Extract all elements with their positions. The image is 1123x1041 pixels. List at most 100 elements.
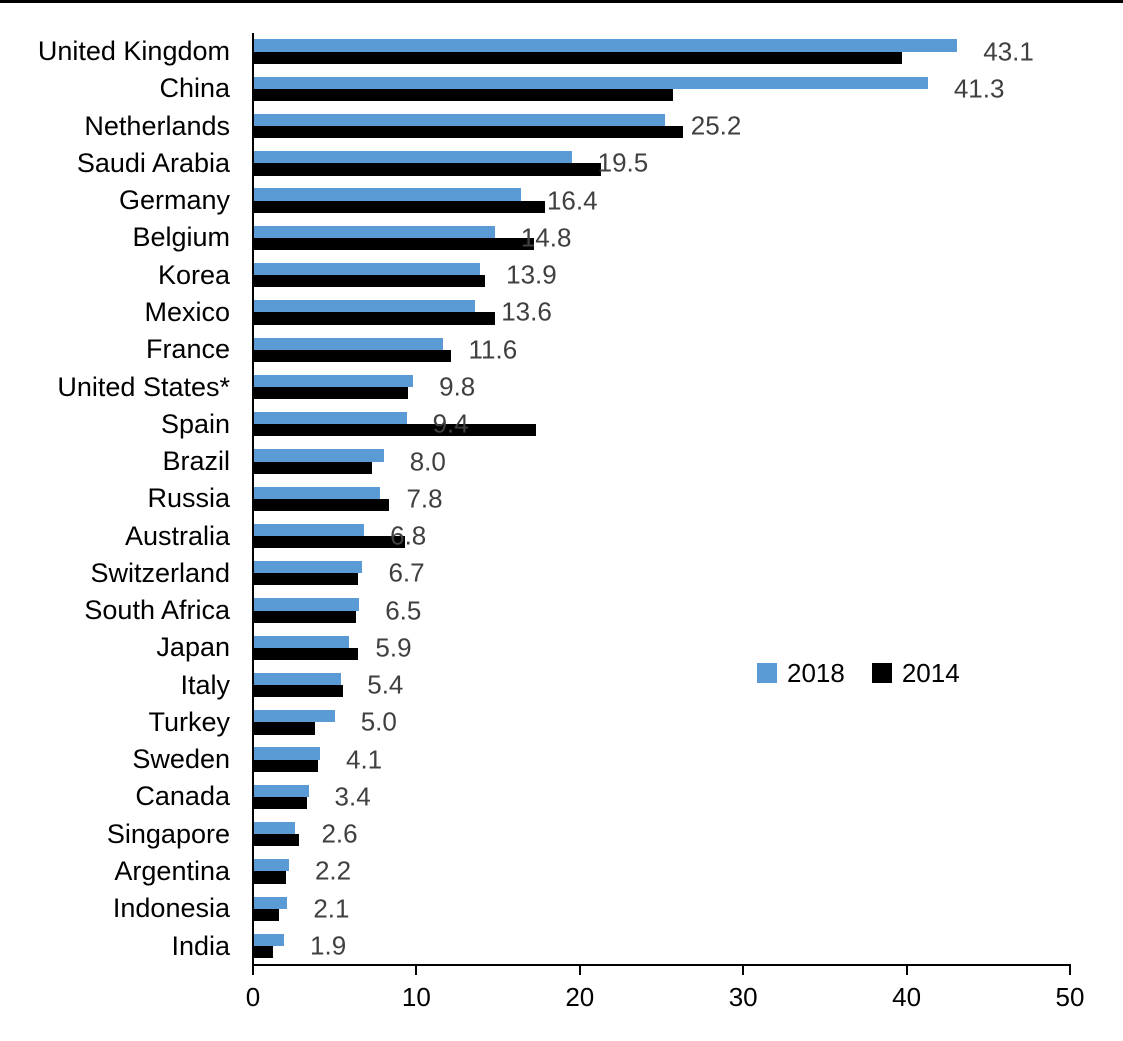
bar-2018 xyxy=(253,76,928,89)
bar-group: 9.8 xyxy=(253,368,1123,405)
bar-2018 xyxy=(253,374,414,387)
x-axis-tick xyxy=(1069,964,1071,975)
category-label: Saudi Arabia xyxy=(76,147,230,178)
bar-2014 xyxy=(253,51,902,64)
value-label: 41.3 xyxy=(953,73,1005,104)
value-label: 6.5 xyxy=(385,595,422,626)
category-label: South Africa xyxy=(84,595,230,626)
chart-row: Netherlands 25.2 xyxy=(0,108,1123,145)
chart-row: Mexico 13.6 xyxy=(0,294,1123,331)
bar-2018 xyxy=(253,486,381,499)
value-label: 5.4 xyxy=(367,669,404,700)
category-label: Mexico xyxy=(144,296,230,327)
chart-row: Switzerland 6.7 xyxy=(0,555,1123,592)
bar-2014 xyxy=(253,200,546,213)
x-axis-tick xyxy=(742,964,745,975)
bar-group: 3.4 xyxy=(253,778,1123,815)
bar-group: 1.9 xyxy=(253,927,1123,964)
bar-2014 xyxy=(253,796,307,810)
x-axis-tick xyxy=(252,964,254,975)
value-label: 2.2 xyxy=(314,855,352,886)
bar-2014 xyxy=(253,908,280,921)
bar-2014 xyxy=(253,461,373,474)
bar-group: 16.4 xyxy=(253,182,1123,219)
bar-2018 xyxy=(253,598,360,611)
bar-2014 xyxy=(253,610,356,623)
category-label: China xyxy=(159,73,230,104)
bar-group: 11.6 xyxy=(253,331,1123,368)
bar-2014 xyxy=(253,237,535,251)
legend-swatch-icon-2014 xyxy=(871,663,892,683)
bar-group: 2.1 xyxy=(253,890,1123,927)
category-label: Italy xyxy=(180,669,230,700)
category-label: Singapore xyxy=(106,818,230,849)
value-label: 11.6 xyxy=(468,334,518,365)
value-label: 7.8 xyxy=(406,483,443,514)
category-label: France xyxy=(145,334,230,365)
chart-row: Canada 3.4 xyxy=(0,778,1123,815)
value-label: 2.6 xyxy=(321,818,358,849)
bar-2014 xyxy=(253,498,389,511)
value-label: 16.4 xyxy=(546,185,598,216)
value-label: 5.9 xyxy=(375,632,412,663)
chart-row: China 41.3 xyxy=(0,70,1123,107)
chart-row: United Kingdom 43.1 xyxy=(0,33,1123,70)
bar-2018 xyxy=(253,225,495,238)
value-label: 1.9 xyxy=(310,930,347,961)
x-axis-tick-label: 20 xyxy=(565,982,595,1012)
value-label: 14.8 xyxy=(520,222,572,253)
bar-2018 xyxy=(253,337,443,350)
category-label: Brazil xyxy=(162,446,230,477)
chart-row: Sweden 4.1 xyxy=(0,741,1123,778)
value-label: 3.4 xyxy=(334,781,371,812)
category-label: Russia xyxy=(147,483,230,514)
bar-group: 25.2 xyxy=(253,108,1123,145)
category-label: Netherlands xyxy=(84,110,230,141)
value-label: 13.9 xyxy=(506,259,557,290)
bar-group: 7.8 xyxy=(253,480,1123,517)
bar-group: 5.4 xyxy=(253,667,1123,704)
value-label: 6.8 xyxy=(390,520,427,551)
legend-item: 2018 xyxy=(757,660,845,686)
bar-group: 6.7 xyxy=(253,555,1123,592)
plot-rows: United Kingdom 43.1 China 41.3 Netherlan… xyxy=(0,33,1123,965)
legend: 2018 2014 xyxy=(757,659,960,687)
chart-row: Belgium 14.8 xyxy=(0,219,1123,256)
value-label: 2.1 xyxy=(313,893,350,924)
chart-row: Indonesia 2.1 xyxy=(0,890,1123,927)
y-axis-line xyxy=(252,33,254,966)
bar-2014 xyxy=(253,722,316,735)
x-axis-line xyxy=(252,964,1071,966)
bar-group: 9.4 xyxy=(253,406,1123,443)
value-label: 5.0 xyxy=(360,706,397,737)
value-label: 6.7 xyxy=(388,557,425,588)
chart-row: India 1.9 xyxy=(0,927,1123,964)
category-label: Indonesia xyxy=(112,893,230,924)
x-axis-tick xyxy=(578,964,581,975)
bar-2018 xyxy=(253,710,335,723)
category-label: Switzerland xyxy=(90,557,230,588)
value-label: 25.2 xyxy=(690,110,742,141)
legend-item: 2014 xyxy=(871,658,960,688)
chart-row: Brazil 8.0 xyxy=(0,443,1123,480)
category-label: Korea xyxy=(157,259,230,290)
bar-2018 xyxy=(253,635,350,648)
category-label: Germany xyxy=(118,185,230,216)
bar-2014 xyxy=(253,424,536,437)
bar-2014 xyxy=(253,871,286,884)
x-axis-tick xyxy=(415,964,418,975)
bar-2018 xyxy=(253,784,309,797)
bar-2014 xyxy=(253,685,343,698)
legend-label: 2014 xyxy=(901,658,960,688)
category-label: Argentina xyxy=(114,855,230,886)
bar-2014 xyxy=(253,759,319,772)
bar-group: 5.9 xyxy=(253,629,1123,666)
chart-row: Saudi Arabia 19.5 xyxy=(0,145,1123,182)
x-axis-tick-label: 50 xyxy=(1055,982,1085,1012)
x-axis-tick xyxy=(905,964,908,975)
bar-group: 6.8 xyxy=(253,517,1123,554)
bar-group: 4.1 xyxy=(253,741,1123,778)
bar-2014 xyxy=(253,312,495,325)
category-label: Japan xyxy=(156,632,230,663)
x-axis-tick-label: 30 xyxy=(728,982,758,1012)
